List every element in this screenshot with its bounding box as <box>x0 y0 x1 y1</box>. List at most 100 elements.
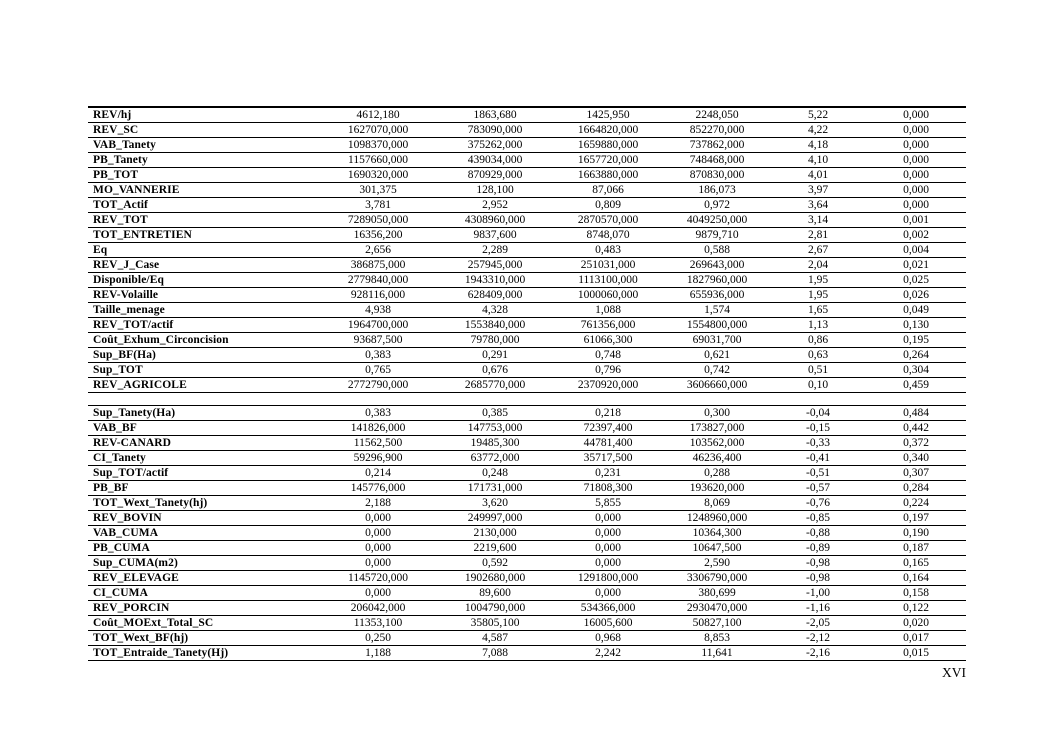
cell-value: 0,372 <box>903 437 929 449</box>
cell-value: 0,250 <box>365 632 391 644</box>
cell-value: 928116,000 <box>350 289 406 301</box>
cell-value: 0,284 <box>903 482 929 494</box>
cell-value: -0,89 <box>806 542 830 554</box>
table-row: VAB_Tanety 1098370,000 375262,000 1659880,0… <box>88 138 966 153</box>
cell-value: 0,195 <box>903 334 929 346</box>
table-row: PB_TOT 1690320,000 870929,000 1663880,000 87… <box>88 168 966 183</box>
cell-value: 0,214 <box>365 467 391 479</box>
cell-value: 59296,900 <box>353 452 403 464</box>
cell-value: 0,385 <box>482 407 508 419</box>
cell-value: 16005,600 <box>583 617 633 629</box>
cell-value: 0,000 <box>365 527 391 539</box>
cell-value: 0,796 <box>595 364 621 376</box>
table-row: Coût_MOExt_Total_SC 11353,100 35805,100 160… <box>88 616 966 631</box>
cell-value: 103562,000 <box>689 437 745 449</box>
table-row: REV/hj 4612,180 1863,680 1425,950 2248,050 5,… <box>88 108 966 123</box>
table-row: PB_CUMA 0,000 2219,600 0,000 10647,500 -0,89 0… <box>88 541 966 556</box>
cell-value: 0,621 <box>704 349 730 361</box>
cell-value: 3,14 <box>807 214 829 226</box>
row-label: VAB_Tanety <box>93 139 156 151</box>
cell-value: -0,04 <box>806 407 830 419</box>
cell-value: 870929,000 <box>467 169 523 181</box>
cell-value: 2,590 <box>704 557 730 569</box>
cell-value: 0,000 <box>365 542 391 554</box>
cell-value: 0,164 <box>903 572 929 584</box>
table-row: Sup_TOT/actif 0,214 0,248 0,231 0,288 -0,51 0,… <box>88 466 966 481</box>
cell-value: 7,088 <box>482 647 508 659</box>
cell-value: 0,383 <box>365 349 391 361</box>
cell-value: 0,972 <box>704 199 730 211</box>
cell-value: 5,22 <box>807 109 829 121</box>
row-label: REV_PORCIN <box>93 602 170 614</box>
cell-value: 0,002 <box>903 229 929 241</box>
cell-value: 93687,500 <box>353 334 403 346</box>
cell-value: 4,587 <box>482 632 508 644</box>
cell-value: 2870570,000 <box>577 214 639 226</box>
row-label: Coût_MOExt_Total_SC <box>93 617 214 629</box>
cell-value: 0,288 <box>704 467 730 479</box>
table-row: CI_Tanety 59296,900 63772,000 35717,500 4623… <box>88 451 966 466</box>
cell-value: 852270,000 <box>689 124 745 136</box>
table-row: TOT_Actif 3,781 2,952 0,809 0,972 3,64 0,000 <box>88 198 966 213</box>
cell-value: 16356,200 <box>353 229 403 241</box>
cell-value: 4,01 <box>807 169 829 181</box>
cell-value: 0,291 <box>482 349 508 361</box>
cell-value: 0,383 <box>365 407 391 419</box>
cell-value: 0,968 <box>595 632 621 644</box>
cell-value: -2,05 <box>806 617 830 629</box>
cell-value: 0,000 <box>903 199 929 211</box>
cell-value: 1004790,000 <box>464 602 526 614</box>
cell-value: 1554800,000 <box>686 319 748 331</box>
cell-value: 0,004 <box>903 244 929 256</box>
cell-value: 1863,680 <box>473 109 517 121</box>
row-label: TOT_ENTRETIEN <box>93 229 192 241</box>
document-sheet: REV/hj 4612,180 1863,680 1425,950 2248,050 5,… <box>88 106 966 661</box>
cell-value: -0,76 <box>806 497 830 509</box>
cell-value: -0,57 <box>806 482 830 494</box>
cell-value: 3606660,000 <box>686 379 748 391</box>
cell-value: 1,95 <box>807 289 829 301</box>
cell-value: 4,18 <box>807 139 829 151</box>
cell-value: 0,10 <box>807 379 829 391</box>
cell-value: 870830,000 <box>689 169 745 181</box>
cell-value: 0,000 <box>595 512 621 524</box>
cell-value: 0,442 <box>903 422 929 434</box>
cell-value: 11562,500 <box>353 437 403 449</box>
table-row: PB_Tanety 1157660,000 439034,000 1657720,00… <box>88 153 966 168</box>
cell-value: 0,307 <box>903 467 929 479</box>
cell-value: 534366,000 <box>580 602 636 614</box>
table-row: TOT_Wext_BF(hj) 0,250 4,587 0,968 8,853 -2,12… <box>88 631 966 646</box>
cell-value: 8,069 <box>704 497 730 509</box>
cell-value: -2,12 <box>806 632 830 644</box>
cell-value: 3306790,000 <box>686 572 748 584</box>
row-label: CI_CUMA <box>93 587 148 599</box>
cell-value: -1,00 <box>806 587 830 599</box>
cell-value: 0,017 <box>903 632 929 644</box>
cell-value: 0,218 <box>595 407 621 419</box>
row-label: REV_TOT/actif <box>93 319 174 331</box>
table-row: REV_TOT/actif 1964700,000 1553840,000 76135… <box>88 318 966 333</box>
cell-value: 11,641 <box>701 647 733 659</box>
cell-value: 439034,000 <box>467 154 523 166</box>
cell-value: 0,025 <box>903 274 929 286</box>
cell-value: 0,483 <box>595 244 621 256</box>
cell-value: 0,190 <box>903 527 929 539</box>
cell-value: 87,066 <box>592 184 624 196</box>
row-label: TOT_Wext_Tanety(hj) <box>93 497 208 509</box>
cell-value: 0,000 <box>595 557 621 569</box>
cell-value: 0,224 <box>903 497 929 509</box>
row-label: Eq <box>93 244 108 256</box>
row-label: Disponible/Eq <box>93 274 164 286</box>
cell-value: 0,158 <box>903 587 929 599</box>
table-row: MO_VANNERIE 301,375 128,100 87,066 186,073 3,… <box>88 183 966 198</box>
cell-value: 1,574 <box>704 304 730 316</box>
row-label: VAB_BF <box>93 422 137 434</box>
row-label: REV_AGRICOLE <box>93 379 187 391</box>
cell-value: 186,073 <box>698 184 736 196</box>
cell-value: 0,000 <box>365 587 391 599</box>
cell-value: 0,86 <box>807 334 829 346</box>
table-row: Sup_BF(Ha) 0,383 0,291 0,748 0,621 0,63 0,264 <box>88 348 966 363</box>
cell-value: 2,04 <box>807 259 829 271</box>
cell-value: 2,81 <box>807 229 829 241</box>
cell-value: 375262,000 <box>467 139 523 151</box>
